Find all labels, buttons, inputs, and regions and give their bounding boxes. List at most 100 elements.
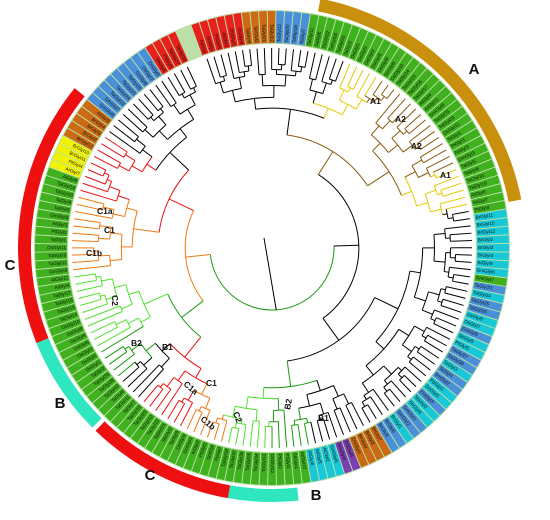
tip-label-box [250,452,261,485]
tip-label: BrGlyI2 [478,237,494,243]
tree-branch [119,154,125,158]
tree-branch [143,388,155,403]
tip-label-box [110,398,138,428]
tree-branch [424,137,439,147]
tree-branch [298,50,302,62]
tree-branch [381,90,385,95]
tip-label-box [452,338,485,360]
tip-label: ZmGlyI5 [461,326,479,338]
tip-label-box [436,364,468,389]
tree-branch [263,48,266,70]
tree-branch [423,160,428,164]
tree-branch [420,345,426,350]
tip-label-box [313,447,328,481]
tree-branch [361,407,365,413]
tip-label-box [362,35,384,68]
tip-label: PpGlyI [214,447,222,462]
tip-label-box [130,412,156,443]
tree-branch [458,274,470,278]
tip-label-box [369,39,391,71]
tree-branch [386,95,390,99]
tree-branch [457,281,469,285]
tree-branch [261,74,264,86]
subclade-label: A1 [370,96,381,106]
tree-branch [290,65,293,71]
subclade-label: C2 [110,295,120,306]
tree-branch [97,149,117,161]
tip-label-box [305,14,319,47]
tree-branch [341,104,349,116]
tip-label-box [207,17,223,51]
tree-branch [140,316,151,323]
tip-label-box [406,68,433,98]
tip-label-box [59,136,92,158]
tip-label-box [191,22,209,56]
tip-label-box [267,10,276,44]
tip-label-box [456,331,489,352]
tree-branch [351,402,355,407]
tree-branch [355,69,364,85]
tip-label: TaGlyI29 [48,253,67,259]
tip-label: OsGlyI4 [237,27,244,45]
tip-label: BrGlyI3 [478,245,494,250]
tip-label-box [145,43,169,75]
tree-branch [167,76,177,92]
tip-label-box [216,447,231,481]
subclade-label: C2 [231,410,244,424]
tree-branch [355,99,363,110]
tree-branch [111,311,123,317]
tree-branch [193,409,197,415]
tree-branch [399,108,417,125]
tree-branch [390,98,406,116]
tree-branch [286,360,292,387]
tree-branch [370,396,374,402]
tree-branch [345,405,349,410]
tree-branch [173,73,183,89]
tree-branch [116,160,121,164]
tip-label: PtGlyI4 [474,205,490,213]
tip-label: ZmGlyI6 [344,439,355,457]
tree-branch [117,195,130,201]
tree-branch [245,396,249,409]
tip-label-box [191,440,209,474]
subclade-label: C1 [206,378,217,388]
tree-branch [72,260,95,263]
tip-label-box [406,398,434,427]
tip-label: TaGlyI8 [55,197,72,205]
tree-branch [130,353,135,358]
tip-label-box [283,452,294,485]
tree-branch [90,323,111,334]
tip-label-box [440,113,472,138]
tip-label-box [117,403,144,433]
tip-label: TaGlyI19 [468,180,487,190]
tree-branch [332,398,338,410]
tip-label-box [224,14,238,48]
subclade-label: A1 [440,170,451,180]
tree-branch [109,259,122,262]
tree-branch [118,119,136,135]
tree-branch [455,239,472,242]
tree-branch [319,402,325,415]
tip-label: AtGlyI2 [221,32,229,48]
tree-branch [440,305,447,308]
tip-label: TaGlyI18 [291,24,298,43]
tree-branch [237,67,240,73]
tree-branch [372,388,377,394]
tip-label-box [55,143,88,164]
tip-label: SbGlyI5 [458,333,475,345]
tree-branch [230,427,233,433]
tree-branch [309,78,314,91]
tip-label: OsGlyI10 [61,319,81,331]
tree-branch [455,232,472,235]
tree-branch [100,294,105,297]
tree-branch [115,319,127,325]
tree-branch [322,82,327,94]
tree-branch [335,414,344,435]
tip-label: TaGlyI17 [53,290,72,299]
tip-label: TaGlyI7 [299,28,306,45]
tree-branch [131,343,141,351]
tree-branch [423,143,443,156]
tree-branch [383,392,388,398]
tree-branch [384,380,388,385]
tree-branch [90,162,102,169]
